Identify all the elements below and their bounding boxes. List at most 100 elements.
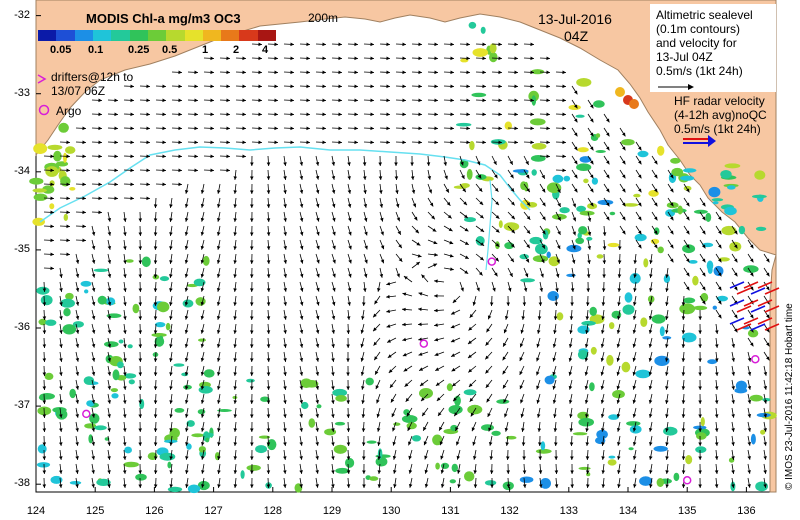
- velocity-arrowhead: [638, 188, 642, 193]
- velocity-arrowhead: [217, 372, 221, 376]
- velocity-arrowhead: [98, 140, 102, 145]
- chlorophyll-patch: [681, 332, 697, 343]
- velocity-arrowhead: [718, 258, 722, 263]
- velocity-arrowhead: [485, 384, 490, 388]
- velocity-arrowhead: [331, 470, 335, 474]
- chlorophyll-patch: [111, 393, 119, 399]
- velocity-arrowhead: [184, 329, 189, 334]
- velocity-arrowhead: [485, 369, 489, 374]
- colorbar-swatch: [92, 30, 112, 41]
- map-time: 04Z: [564, 28, 589, 44]
- velocity-arrowhead: [568, 344, 573, 348]
- velocity-arrowhead: [114, 182, 118, 187]
- velocity-arrowhead: [750, 286, 754, 291]
- chlorophyll-patch: [334, 421, 346, 426]
- chlorophyll-patch: [198, 338, 206, 342]
- velocity-arrowhead: [403, 368, 408, 372]
- velocity-arrowhead: [331, 176, 336, 180]
- velocity-arrowhead: [478, 187, 483, 192]
- velocity-arrowhead: [299, 162, 304, 166]
- velocity-arrowhead: [283, 316, 287, 320]
- velocity-arrowhead: [681, 302, 686, 306]
- velocity-arrowhead: [554, 470, 559, 474]
- velocity-arrowhead: [638, 174, 642, 179]
- chlorophyll-patch: [606, 354, 614, 366]
- velocity-arrowhead: [107, 400, 111, 404]
- velocity-arrowhead: [418, 98, 422, 103]
- velocity-arrowhead: [242, 84, 246, 89]
- velocity-arrowhead: [50, 224, 54, 229]
- chlorophyll-patch: [123, 461, 139, 468]
- velocity-arrowhead: [184, 315, 189, 320]
- velocity-arrowhead: [418, 112, 422, 117]
- velocity-arrowhead: [569, 442, 574, 446]
- velocity-arrowhead: [376, 413, 380, 418]
- chlorophyll-patch: [97, 295, 107, 305]
- velocity-arrowhead: [715, 330, 719, 334]
- chlorophyll-patch: [593, 100, 605, 108]
- velocity-arrowhead: [360, 329, 365, 334]
- chlorophyll-patch: [640, 317, 648, 328]
- velocity-arrowhead: [552, 399, 557, 404]
- velocity-arrowhead: [169, 344, 173, 348]
- velocity-arrowhead: [413, 216, 418, 221]
- chlorophyll-patch: [705, 212, 712, 222]
- velocity-arrowhead: [445, 188, 449, 193]
- velocity-arrowhead: [306, 42, 310, 47]
- chlorophyll-patch: [127, 344, 133, 349]
- velocity-arrowhead: [562, 154, 566, 159]
- velocity-arrowhead: [361, 400, 365, 404]
- colorbar-swatch: [202, 30, 222, 41]
- velocity-arrowhead: [153, 344, 158, 348]
- velocity-arrowhead: [482, 42, 486, 47]
- velocity-arrowhead: [290, 98, 294, 103]
- velocity-arrowhead: [82, 140, 86, 145]
- velocity-arrowhead: [250, 204, 254, 208]
- velocity-arrowhead: [107, 330, 112, 334]
- velocity-arrowhead: [153, 302, 158, 306]
- velocity-arrowhead: [283, 288, 287, 292]
- velocity-arrowhead: [472, 301, 477, 306]
- velocity-arrowhead: [306, 98, 310, 103]
- altimetry-label-5: 0.5m/s (1kt 24h): [656, 64, 743, 78]
- velocity-arrowhead: [502, 384, 507, 389]
- velocity-arrowhead: [665, 414, 669, 418]
- velocity-arrowhead: [391, 413, 395, 418]
- velocity-arrowhead: [250, 190, 254, 194]
- chlorophyll-patch: [707, 359, 717, 365]
- velocity-arrowhead: [525, 160, 529, 165]
- velocity-arrowhead: [299, 386, 303, 390]
- velocity-arrowhead: [82, 196, 86, 201]
- chlorophyll-patch: [608, 455, 616, 459]
- hf-radar-vector: [729, 299, 745, 307]
- velocity-arrowhead: [498, 140, 502, 145]
- velocity-arrowhead: [123, 218, 127, 222]
- velocity-arrowhead: [731, 470, 735, 474]
- velocity-arrowhead: [322, 112, 326, 117]
- sealevel-contour-2: [485, 179, 493, 271]
- velocity-arrowhead: [750, 314, 754, 319]
- velocity-arrowhead: [681, 316, 686, 320]
- argo-float-marker: [751, 354, 760, 364]
- velocity-arrowhead: [258, 70, 262, 75]
- velocity-arrowhead: [434, 308, 438, 313]
- velocity-arrowhead: [698, 372, 702, 376]
- velocity-arrowhead: [440, 484, 445, 488]
- velocity-arrowhead: [632, 329, 637, 334]
- velocity-arrowhead: [617, 274, 622, 278]
- velocity-arrowhead: [266, 190, 271, 194]
- velocity-arrowhead: [250, 246, 254, 250]
- velocity-arrowhead: [138, 414, 142, 418]
- velocity-arrowhead: [210, 126, 214, 131]
- colorbar-title: MODIS Chl-a mg/m3 OC3: [86, 11, 241, 26]
- velocity-arrowhead: [59, 358, 63, 362]
- velocity-arrowhead: [482, 126, 486, 131]
- velocity-arrowhead: [138, 246, 143, 250]
- velocity-arrowhead: [392, 427, 396, 432]
- velocity-arrowhead: [226, 70, 230, 75]
- chlorophyll-patch: [123, 373, 137, 379]
- velocity-arrowhead: [714, 470, 719, 474]
- chlorophyll-patch: [132, 303, 140, 314]
- chlorophyll-patch: [435, 462, 440, 470]
- velocity-arrowhead: [434, 279, 438, 283]
